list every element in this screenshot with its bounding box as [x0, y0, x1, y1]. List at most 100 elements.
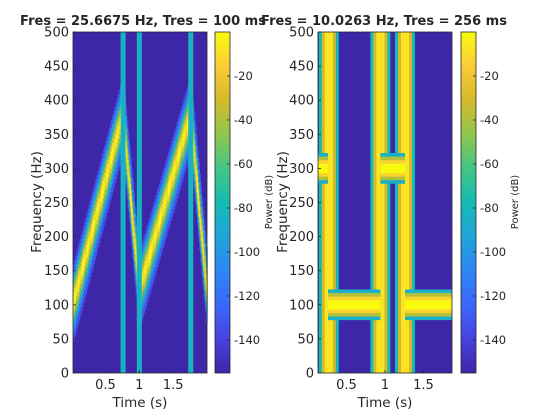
chirp-ridge — [88, 237, 91, 250]
chirp-ridge — [108, 160, 111, 173]
chirp-ridge — [167, 184, 170, 197]
chirp-ridge — [169, 180, 171, 193]
x-axis-label-left: Time (s) — [112, 395, 168, 411]
chirp-ridge — [110, 151, 113, 164]
chirp-ridge — [158, 215, 161, 228]
chirp-ridge — [152, 238, 154, 251]
colorbar-tick-label: -120 — [480, 289, 506, 303]
y-tick-label: 450 — [289, 60, 314, 75]
chirp-ridge — [113, 143, 115, 156]
y-tick-label: 400 — [44, 94, 69, 109]
chirp-ridge — [114, 139, 117, 152]
chirp-ridge — [77, 279, 80, 292]
plot-area-right — [318, 32, 452, 373]
colorbar-right: -140 -120 -100 -80 -60 -40 -20 Power (dB) — [460, 31, 521, 374]
tone-band — [328, 300, 381, 310]
transient-band — [376, 32, 385, 373]
transient-line-core — [138, 32, 141, 373]
colorbar-tick-label: -40 — [480, 113, 499, 127]
chirp-ridge — [146, 257, 149, 270]
chirp-ridge — [115, 134, 118, 147]
y-tick-label: 300 — [44, 162, 69, 177]
colorbar-tick-label: -100 — [234, 245, 260, 259]
chirp-ridge — [170, 176, 172, 189]
y-tick-label: 450 — [44, 60, 69, 75]
chirp-ridge — [162, 203, 165, 216]
tone-band — [318, 163, 329, 174]
spectrogram-right: Fres = 10.0263 Hz, Tres = 256 ms 0 50 100 1… — [261, 14, 521, 411]
colorbar-tick-label: -120 — [234, 289, 260, 303]
chirp-ridge — [177, 150, 180, 162]
chirp-ridge — [172, 169, 175, 182]
chirp-ridge — [176, 153, 179, 166]
chirp-ridge — [181, 138, 184, 151]
chirp-ridge — [95, 211, 98, 224]
colorbar-box-right — [460, 31, 477, 374]
y-tick-label: 300 — [289, 162, 314, 177]
x-axis-ticks-right: 0.5 1 1.5 — [336, 370, 434, 393]
colorbar-tick-label: -40 — [234, 113, 253, 127]
chirp-ridge — [112, 147, 114, 160]
chirp-ridge — [94, 215, 96, 228]
y-tick-label: 100 — [44, 298, 69, 313]
chirp-ridge — [199, 205, 201, 218]
colorbar-label-right: Power (dB) — [510, 175, 521, 230]
colorbar-gradient-right — [461, 32, 476, 373]
chirp-ridge — [144, 265, 147, 278]
spectrogram-left: Fres = 25.6675 Hz, Tres = 100 ms 0 50 100 1… — [20, 14, 275, 411]
chirp-ridge — [86, 245, 89, 258]
chirp-ridge — [195, 169, 198, 182]
chirp-ridge — [148, 250, 151, 263]
y-tick-label: 200 — [289, 230, 314, 245]
colorbar-tick-label: -60 — [480, 157, 499, 171]
chirp-ridge — [133, 225, 136, 238]
chirp-ridge — [154, 230, 157, 243]
chirp-ridge — [200, 218, 203, 231]
chirp-ridge — [143, 269, 146, 282]
chirp-ridge — [198, 193, 200, 206]
transient-band — [324, 32, 333, 373]
chirp-ridge — [186, 119, 189, 132]
y-tick-label: 150 — [44, 264, 69, 279]
chirp-ridge — [73, 296, 75, 309]
x-tick-label: 1 — [381, 378, 389, 393]
chirp-ridge — [106, 168, 109, 181]
chirp-ridge — [174, 161, 177, 174]
chirp-ridge — [157, 219, 160, 232]
chirp-ridge — [97, 203, 100, 215]
chirp-ridge — [74, 292, 76, 305]
chirp-ridge — [132, 213, 134, 226]
y-tick-label: 500 — [44, 26, 69, 41]
chirp-ridge — [83, 258, 85, 271]
chirp-ridge — [171, 173, 173, 186]
chirp-ridge — [160, 211, 162, 224]
chirp-ridge — [125, 140, 128, 153]
x-axis-ticks-left: 0.5 1 1.5 — [95, 370, 184, 393]
x-tick-label: 1.5 — [413, 378, 434, 393]
colorbar-tick-label: -140 — [480, 333, 506, 347]
chirp-ridge — [185, 123, 188, 136]
chirp-ridge — [202, 242, 205, 255]
chirp-ridge — [192, 132, 195, 145]
y-tick-label: 250 — [44, 196, 69, 211]
chirp-ridge — [78, 275, 81, 288]
chirp-ridge — [145, 261, 148, 274]
y-axis-ticks-left: 0 50 100 150 200 250 300 350 400 450 500 — [44, 26, 76, 382]
chirp-ridge — [117, 126, 120, 139]
chirp-ridge — [103, 181, 105, 194]
colorbar-label-left: Power (dB) — [264, 175, 275, 230]
y-axis-ticks-right: 0 50 100 150 200 250 300 350 400 450 500 — [289, 26, 321, 382]
chirp-ridge — [89, 232, 92, 245]
chirp-ridge — [142, 273, 144, 286]
colorbar-tick-label: -20 — [480, 69, 499, 83]
x-axis-label-right: Time (s) — [357, 395, 413, 411]
colorbar-tick-label: -80 — [480, 201, 499, 215]
y-tick-label: 200 — [44, 230, 69, 245]
chirp-ridge — [80, 266, 83, 279]
chirp-ridge — [201, 230, 204, 243]
chirp-ridge — [147, 253, 150, 266]
chirp-ridge — [165, 192, 168, 205]
chirp-ridge — [164, 196, 167, 209]
chirp-ridge — [85, 249, 87, 262]
